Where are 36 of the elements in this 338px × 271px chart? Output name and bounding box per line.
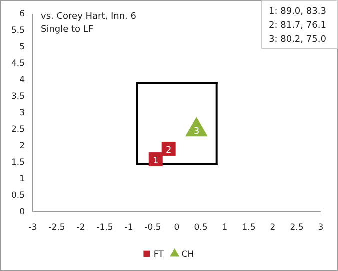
annotation: 3: 80.2, 75.0	[269, 35, 327, 45]
y-tick-label: 4	[20, 76, 25, 86]
x-tick-label: 2.5	[290, 223, 304, 234]
text: Single to LF	[41, 25, 94, 35]
y-tick-label: 3.5	[11, 92, 25, 102]
x-tick-label: 2	[270, 223, 276, 234]
x-tick-label: 0	[174, 223, 180, 234]
y-tick-label: 0.5	[11, 191, 25, 202]
x-tick-label: -2	[76, 223, 86, 234]
annotation: 1: 89.0, 83.3	[269, 7, 326, 17]
x-tick-label: -1	[124, 223, 134, 234]
legend-label: FT	[154, 250, 165, 260]
x-tick-label: -1.5	[96, 223, 114, 234]
y-tick-label: 1.5	[11, 158, 25, 168]
y-tick-label: 5	[20, 42, 25, 53]
y-tick-label: 6	[20, 10, 25, 20]
annotation: 1	[153, 156, 159, 167]
x-tick-label: 0.5	[194, 223, 208, 234]
x-tick-label: 1.5	[242, 223, 256, 234]
annotation: 2: 81.7, 76.1	[269, 21, 326, 31]
chart-title: vs. Corey Hart, Inn. 6	[41, 12, 137, 22]
annotation: 2	[166, 146, 172, 156]
y-tick-label: 2	[20, 142, 25, 152]
y-tick-label: 0	[20, 208, 25, 218]
x-tick-label: -0.5	[144, 223, 162, 234]
legend-label: CH	[182, 250, 194, 260]
y-tick-label: 5.5	[11, 26, 25, 36]
x-tick-label: 1	[222, 223, 228, 234]
y-tick-label: 1	[20, 174, 25, 185]
annotation: 3	[194, 127, 200, 138]
x-tick-label: -3	[28, 223, 38, 234]
y-tick-label: 3	[20, 108, 25, 119]
x-tick-label: -2.5	[48, 223, 66, 234]
y-tick-label: 2.5	[11, 125, 25, 136]
x-tick-label: 3	[318, 223, 324, 234]
y-tick-label: 4.5	[11, 59, 25, 70]
